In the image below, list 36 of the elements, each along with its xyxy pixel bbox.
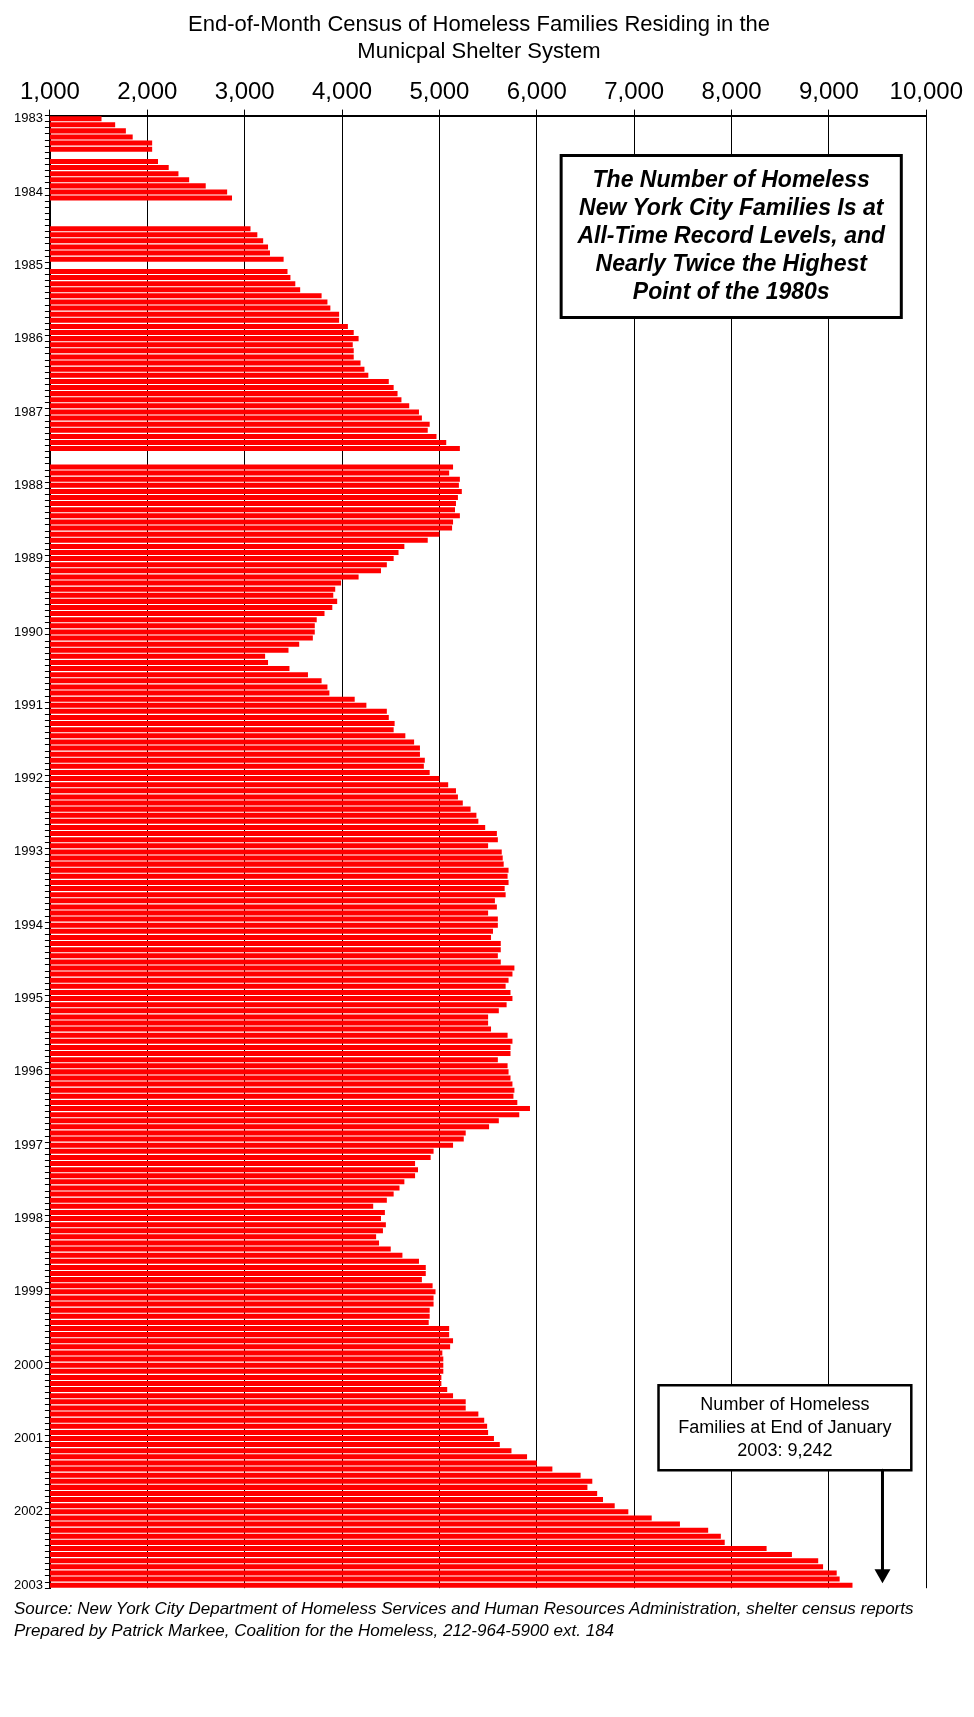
y-tick-label: 1998: [14, 1210, 43, 1226]
x-tick-label: 3,000: [214, 76, 275, 104]
x-tick-label: 7,000: [604, 76, 665, 104]
x-tick-label: 8,000: [701, 76, 762, 104]
y-tick-label: 1985: [14, 256, 43, 272]
y-tick-label: 1996: [14, 1063, 43, 1079]
chart-title: End-of-Month Census of Homeless Families Residing in the Municpal Shelter System: [187, 11, 771, 63]
annotation: The Number of Homeless New York City Families Is at All-Time Record Levels, and Nearly Twice the Highest Point of the 1980s: [576, 165, 886, 304]
y-tick-label: 1993: [14, 843, 43, 859]
y-tick-label: 1991: [14, 696, 43, 712]
y-tick-label: 1983: [14, 110, 43, 126]
y-tick-label: 2003: [14, 1576, 43, 1592]
x-tick-label: 2,000: [117, 76, 178, 104]
text: Prepared by Patrick Markee, Coalition for the Homeless, 212-964-5900 ext. 184: [14, 1620, 616, 1642]
x-tick-label: 5,000: [409, 76, 470, 104]
y-tick-label: 1990: [14, 623, 43, 639]
y-tick-label: 1988: [14, 476, 43, 492]
x-tick-label: 6,000: [506, 76, 567, 104]
y-tick-label: 2002: [14, 1503, 43, 1519]
y-tick-label: 1986: [14, 330, 43, 346]
y-tick-label: 1994: [14, 916, 43, 932]
y-tick-label: 1987: [14, 403, 43, 419]
x-tick-label: 4,000: [312, 76, 373, 104]
y-tick-label: 1992: [14, 770, 43, 786]
y-tick-label: 1984: [14, 183, 43, 199]
y-tick-label: 1995: [14, 990, 43, 1006]
y-tick-label: 2000: [14, 1356, 43, 1372]
annotation: Number of Homeless Families at End of January 2003: 9,242: [678, 1393, 892, 1460]
y-tick-label: 2001: [14, 1430, 43, 1446]
y-tick-label: 1997: [14, 1136, 43, 1152]
x-tick-label: 10,000: [889, 76, 963, 104]
source-note: Source: New York City Department of Homeless Services and Human Resources Administration, shelter census reports: [14, 1598, 915, 1620]
x-tick-label: 9,000: [798, 76, 859, 104]
x-tick-label: 1,000: [19, 76, 80, 104]
y-tick-label: 1989: [14, 550, 43, 566]
y-tick-label: 1999: [14, 1283, 43, 1299]
